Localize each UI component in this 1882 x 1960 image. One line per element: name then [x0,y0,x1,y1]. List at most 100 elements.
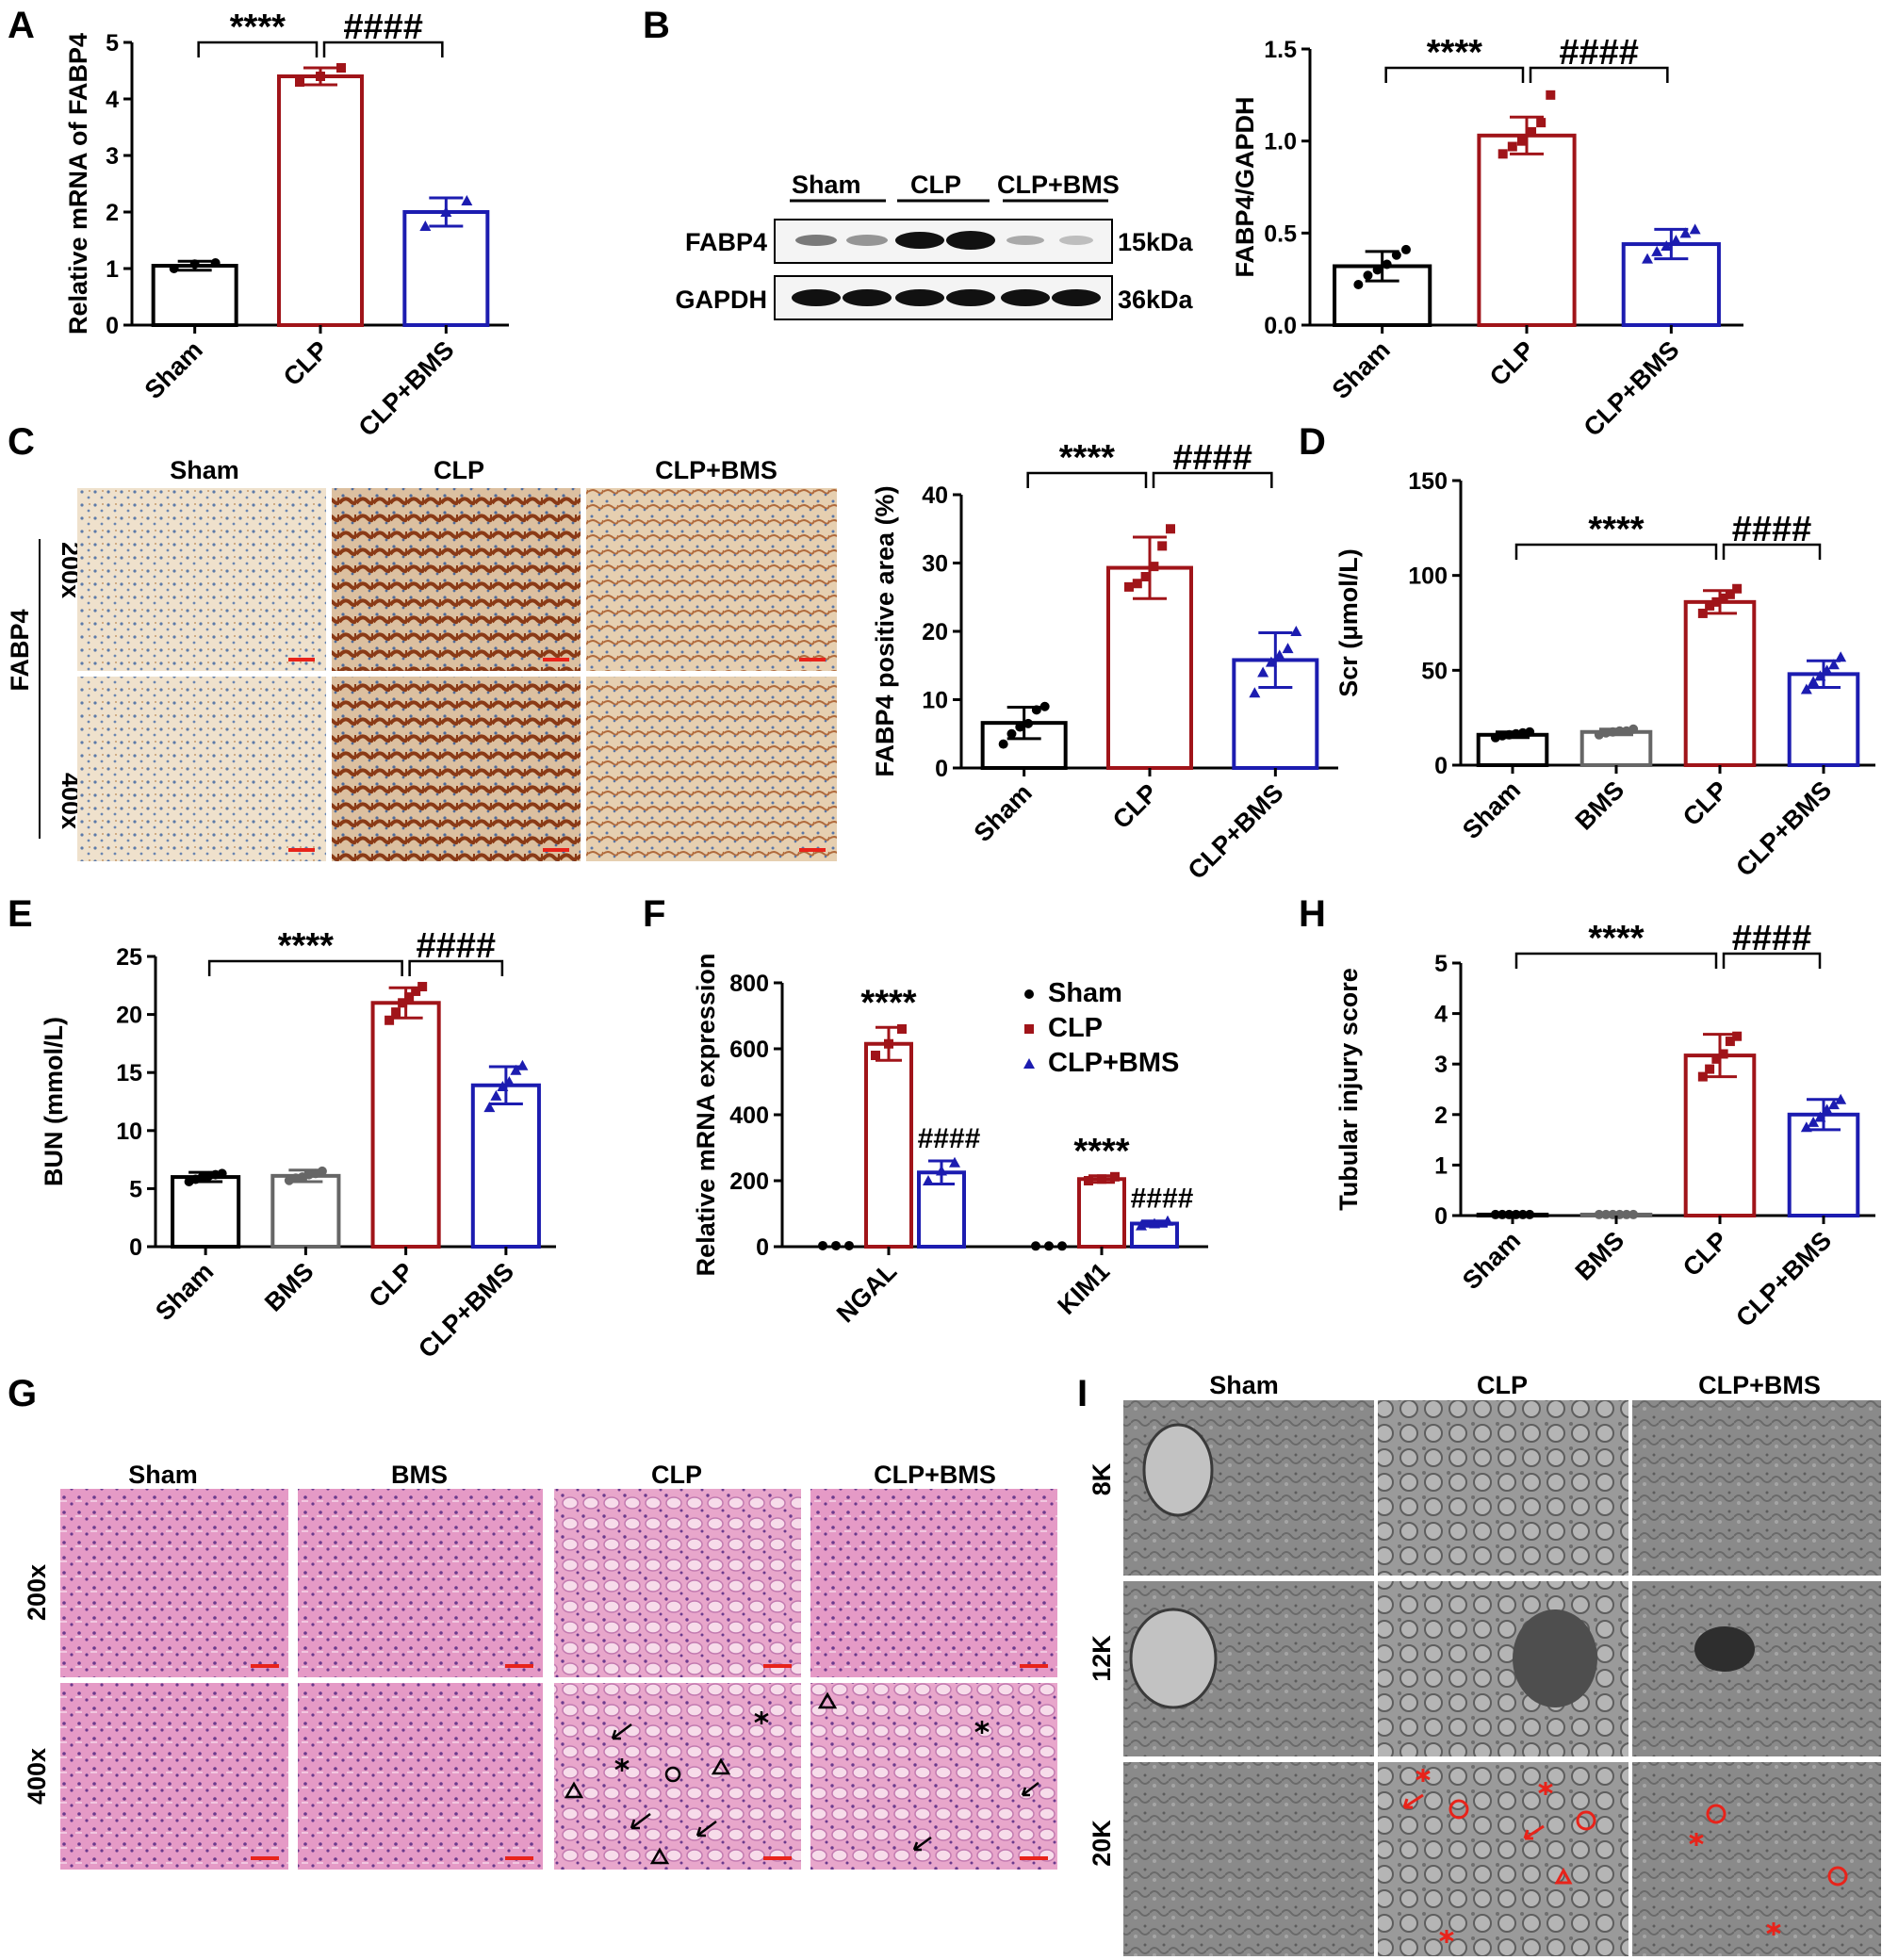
y-tick-label: 0 [129,1234,142,1261]
blot-band [946,289,995,306]
bar [151,264,238,327]
data-point [169,264,179,273]
panel-letter-f: F [643,893,665,935]
arrow-marker [912,1836,932,1852]
data-point [1023,718,1034,728]
data-point [490,1089,502,1101]
data-point [1525,1209,1535,1219]
data-point [1353,280,1364,290]
data-point [1651,245,1663,256]
data-point [1497,149,1508,159]
micrograph [332,488,581,671]
data-point [1140,572,1151,581]
data-point [461,195,473,205]
arrow-marker [1523,1824,1545,1840]
blot-band [795,235,837,246]
data-point [1725,589,1735,599]
data-point [1031,1241,1040,1251]
bar [270,1173,341,1250]
y-tick-label: 0 [935,756,948,782]
bar [470,1083,541,1249]
stain-label: FABP4 [6,609,34,691]
data-point [1814,670,1826,681]
significance-label: #### [1732,919,1812,958]
panel-letters: A B C D E F G H I [8,5,1326,1414]
data-point [1273,649,1285,661]
significance-label: **** [860,983,916,1022]
western-blot: Sham CLP CLP+BMS FABP4 15kDa GAPDH 36kDa [675,171,1194,320]
data-point [210,258,221,268]
significance-bracket [207,959,403,976]
data-point [483,1102,496,1113]
blot-band [946,231,995,250]
data-point [897,1024,907,1034]
micrograph [60,1489,288,1677]
y-axis-label: FABP4 positive area (%) [871,485,899,776]
data-point [1290,626,1302,636]
nucleus [1513,1609,1597,1707]
data-point [411,986,421,996]
data-point [1705,1064,1715,1074]
triangle-marker [817,1691,838,1709]
significance-label: **** [1588,510,1644,549]
y-tick-label: 30 [922,551,948,578]
y-tick-label: 400 [729,1102,769,1129]
data-point [884,1038,893,1049]
micrograph [1123,1762,1374,1956]
data-point [1601,1209,1612,1219]
data-point [417,982,428,992]
asterisk-marker [754,1711,769,1724]
data-point [1516,136,1527,146]
data-point [1507,141,1517,152]
x-tick-label: BMS [1570,776,1630,836]
chart-f: 0 200 400 600 800 Relative mRNA expression NGA… [692,954,1208,1328]
data-point [1265,656,1277,667]
asterisk-marker [1766,1922,1781,1936]
data-point [1249,687,1261,698]
micrograph [554,1683,801,1870]
blot-band [792,289,841,306]
chart-b: 0.0 0.5 1.0 1.5 FABP4/GAPDH Sham CLP CLP+BMS ***… [1231,33,1743,442]
micrograph [1632,1762,1881,1956]
y-axis-label: Relative mRNA of FABP4 [64,33,92,335]
legend-marker [1024,989,1034,999]
x-tick-label: CLP [1677,1226,1733,1282]
data-point [1162,1215,1173,1226]
data-point [1136,1219,1147,1231]
image-column-label: BMS [391,1461,448,1489]
he-micrographs: Sham BMS CLP CLP+BMS 200x 400x [23,1461,1057,1870]
y-tick-label: 4 [106,87,119,113]
x-tick-label: CLP [1107,778,1163,834]
significance-label: **** [230,8,286,47]
bar [370,1001,441,1250]
x-tick-label: Sham [1457,1226,1526,1295]
image-column-label: Sham [170,456,239,484]
significance-bracket [322,41,444,57]
x-tick-label: BMS [259,1257,319,1317]
y-tick-label: 3 [106,143,119,170]
data-point [1044,1241,1054,1251]
data-point [1031,705,1041,715]
y-tick-label: 0 [1434,753,1448,779]
x-tick-label: KIM1 [1052,1257,1115,1320]
y-axis-label: BUN (mmol/L) [40,1017,68,1186]
y-tick-label: 0.0 [1264,313,1297,339]
arrow-marker [696,1821,717,1838]
x-tick-label: CLP [1677,776,1733,831]
data-point [1621,1209,1631,1219]
y-tick-label: 5 [129,1176,142,1202]
significance-label: #### [918,1123,981,1154]
data-point [1661,240,1673,252]
significance-bracket [1722,952,1822,969]
y-tick-label: 0.5 [1264,220,1297,247]
significance-label: #### [1732,510,1812,549]
data-point [1006,728,1017,739]
circle-marker [1827,1866,1848,1886]
micrograph [77,488,326,671]
blot-band [895,232,944,249]
y-tick-label: 50 [1421,658,1448,684]
significance-label: #### [1559,33,1639,73]
data-point [503,1076,516,1087]
